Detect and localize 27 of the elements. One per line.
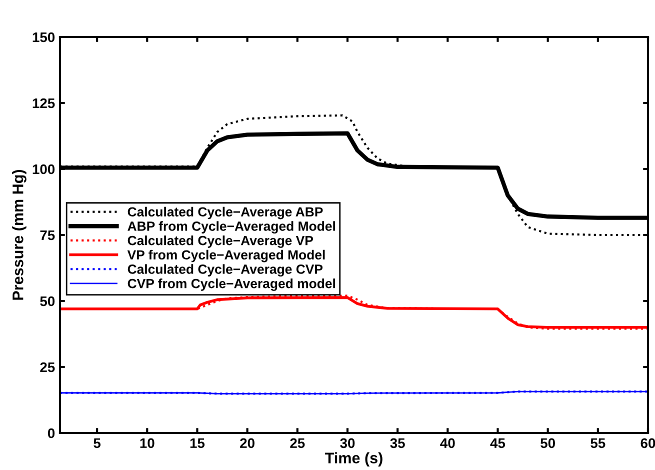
y-tick-label: 0 (48, 428, 55, 438)
legend-label: Calculated Cycle−Average VP (128, 236, 313, 248)
legend-label: Calculated Cycle−Average CVP (128, 264, 323, 277)
legend-label: CVP from Cycle−Averaged model (128, 278, 335, 291)
legend-label: Calculated Cycle−Average ABP (128, 206, 323, 220)
x-tick-label: 60 (640, 438, 655, 448)
legend-label: ABP from Cycle−Averaged Model (128, 221, 335, 234)
y-tick-label: 125 (32, 98, 55, 108)
x-tick-label: 15 (190, 438, 205, 448)
y-tick-label: 75 (40, 230, 55, 240)
x-axis-title: Time (s) (325, 452, 382, 466)
x-tick-label: 45 (490, 438, 506, 448)
x-tick-label: 25 (290, 438, 305, 448)
x-tick-label: 40 (440, 438, 455, 448)
x-tick-label: 20 (240, 438, 254, 448)
x-tick-label: 50 (540, 438, 555, 448)
x-tick-label: 10 (140, 438, 154, 448)
x-tick-label: 30 (340, 438, 355, 448)
y-axis-title: Pressure (mm Hg) (12, 170, 26, 300)
legend-label: VP from Cycle−Averaged Model (127, 250, 325, 262)
y-tick-label: 50 (40, 296, 55, 306)
y-tick-label: 25 (40, 362, 55, 372)
y-tick-label: 100 (32, 164, 55, 174)
x-tick-label: 35 (390, 438, 405, 448)
y-tick-label: 150 (32, 32, 55, 42)
x-tick-label: 5 (94, 438, 101, 448)
x-tick-label: 55 (590, 438, 606, 448)
